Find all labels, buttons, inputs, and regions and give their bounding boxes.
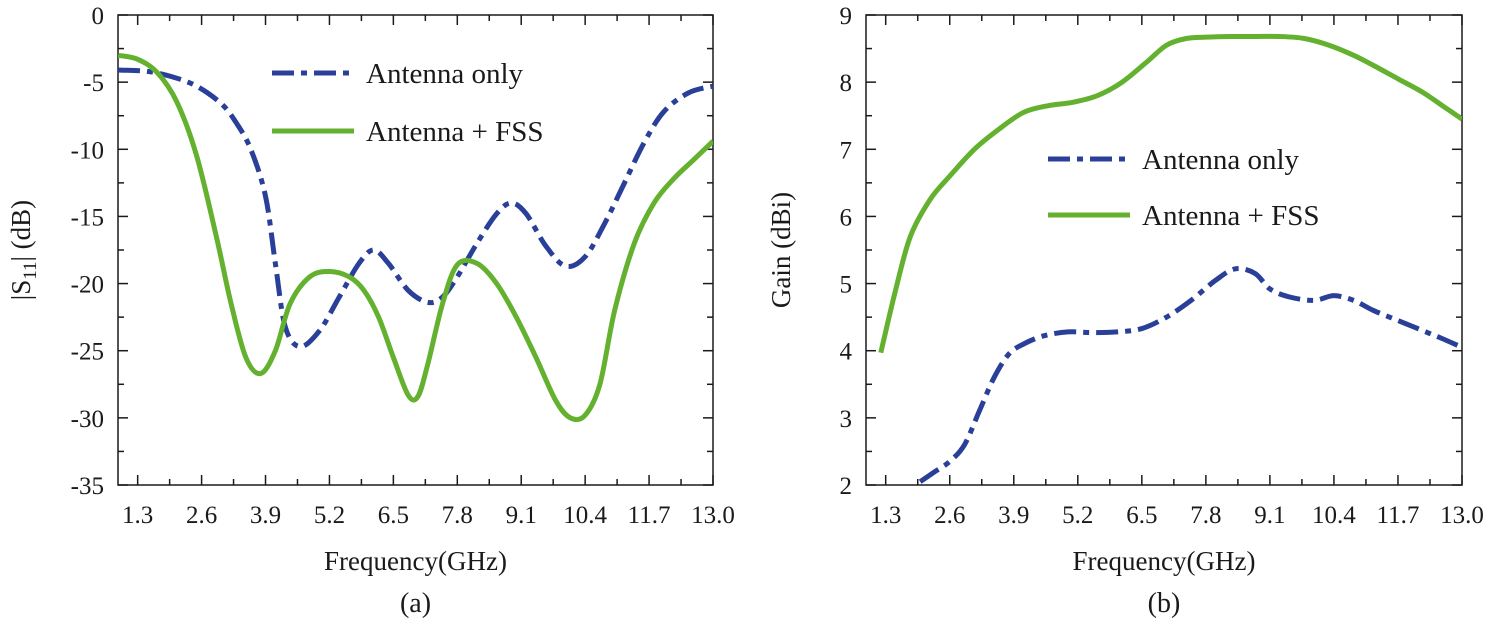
legend-label: Antenna only — [1142, 144, 1300, 176]
y-tick-label: -5 — [83, 70, 104, 97]
y-tick-label: 3 — [840, 406, 853, 433]
x-axis-label: Frequency(GHz) — [1073, 546, 1256, 576]
x-tick-label: 5.2 — [314, 502, 345, 529]
panel-a-s11-chart: 0 -5 -10 -15 -20 -25 -30 -35 1.3 2.6 3.9 5.2 6.5 7.8 9… — [6, 3, 735, 619]
x-tick-label: 5.2 — [1062, 502, 1093, 529]
legend: Antenna only Antenna + FSS — [1048, 144, 1319, 232]
y-tick-label: 0 — [92, 3, 105, 30]
y-axis-label: |S11| (dB) — [6, 200, 41, 300]
y-tick-label: -35 — [71, 473, 104, 500]
y-tick-label: 5 — [840, 272, 853, 299]
x-tick-label: 6.5 — [378, 502, 409, 529]
x-tick-label: 11.7 — [1377, 502, 1420, 529]
y-tick-label: 7 — [840, 137, 853, 164]
series-line-antenna-fss — [118, 52, 713, 423]
panel-label: (a) — [400, 588, 431, 619]
x-tick-label: 1.3 — [122, 502, 153, 529]
x-tick-label: 10.4 — [1312, 502, 1356, 529]
x-tick-label: 3.9 — [250, 502, 281, 529]
x-axis-label: Frequency(GHz) — [324, 546, 507, 576]
legend-label: Antenna only — [366, 58, 524, 90]
y-tick-label: 9 — [840, 3, 853, 30]
x-tick-label: 7.8 — [1190, 502, 1221, 529]
x-tick-label: 3.9 — [998, 502, 1029, 529]
legend-label: Antenna + FSS — [1142, 200, 1319, 232]
y-tick-label: -30 — [71, 406, 104, 433]
y-tick-label: 2 — [840, 473, 853, 500]
x-tick-label: 6.5 — [1126, 502, 1157, 529]
y-tick-label: -10 — [71, 137, 104, 164]
x-tick-label: 13.0 — [1440, 502, 1484, 529]
x-tick-label: 11.7 — [628, 502, 671, 529]
x-tick-label: 2.6 — [934, 502, 965, 529]
x-tick-label: 7.8 — [442, 502, 473, 529]
series-line-antenna-only — [118, 67, 713, 350]
y-tick-label: -25 — [71, 339, 104, 366]
legend-label: Antenna + FSS — [366, 116, 543, 148]
x-tick-label: 13.0 — [691, 502, 735, 529]
x-tick-label: 1.3 — [870, 502, 901, 529]
y-tick-label: -15 — [71, 204, 104, 231]
legend: Antenna only Antenna + FSS — [272, 58, 543, 148]
y-tick-label: 6 — [840, 204, 853, 231]
y-tick-label: -20 — [71, 272, 104, 299]
panel-label: (b) — [1148, 588, 1181, 619]
x-tick-label: 9.1 — [506, 502, 537, 529]
x-tick-label: 2.6 — [186, 502, 217, 529]
series-line-antenna-fss — [878, 33, 1462, 354]
y-tick-label: 8 — [840, 70, 853, 97]
x-tick-label: 10.4 — [563, 502, 607, 529]
plot-frame — [865, 14, 1463, 486]
series-line-antenna-only — [918, 266, 1462, 484]
y-axis-label: Gain (dBi) — [766, 192, 796, 308]
panel-b-gain-chart: 2 3 4 5 6 7 8 9 1.3 2.6 3.9 5.2 6.5 7.8 9.1 10.4 11.7 13.… — [766, 3, 1484, 619]
x-tick-label: 9.1 — [1254, 502, 1285, 529]
y-tick-label: 4 — [840, 339, 853, 366]
